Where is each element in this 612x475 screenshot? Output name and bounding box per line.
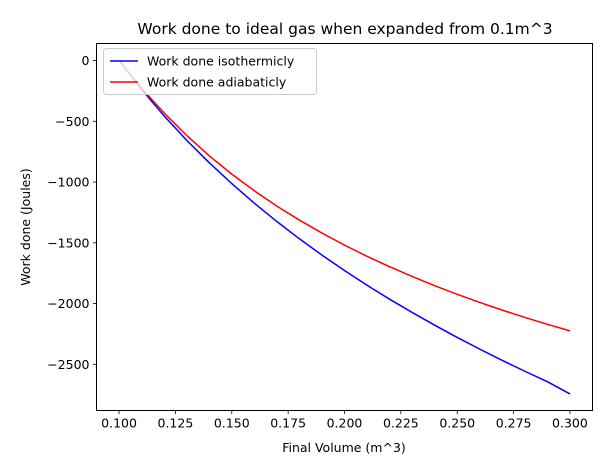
plot-lines <box>118 60 571 395</box>
x-tick-label: 0.250 <box>439 416 475 431</box>
legend: Work done isothermicly Work done adiabati… <box>103 48 317 95</box>
y-axis-label: Work done (Joules) <box>18 168 33 285</box>
x-tick-label: 0.125 <box>158 416 194 431</box>
y-tick-label: −1500 <box>47 235 89 250</box>
series-line-1 <box>118 60 571 332</box>
y-tick-label: −2500 <box>47 357 89 372</box>
legend-label-0: Work done isothermicly <box>147 54 295 69</box>
y-tick-label: −1000 <box>47 175 89 190</box>
x-tick-label: 0.100 <box>101 416 137 431</box>
x-tick-label: 0.225 <box>383 416 419 431</box>
legend-box <box>103 48 317 95</box>
x-axis: 0.100 0.125 0.150 0.175 0.200 0.225 0.250 0.275… <box>101 410 588 431</box>
chart-title: Work done to ideal gas when expanded fro… <box>137 20 552 38</box>
x-tick-label: 0.150 <box>214 416 250 431</box>
y-tick-label: −500 <box>55 114 89 129</box>
x-tick-label: 0.300 <box>552 416 588 431</box>
x-tick-label: 0.275 <box>496 416 532 431</box>
y-axis: 0 −500 −1000 −1500 −2000 −2500 <box>47 53 97 372</box>
x-axis-label: Final Volume (m^3) <box>282 440 406 455</box>
y-tick-label: −2000 <box>47 296 89 311</box>
x-tick-label: 0.175 <box>270 416 306 431</box>
legend-label-1: Work done adiabaticly <box>147 75 287 90</box>
y-tick-label: 0 <box>82 53 90 68</box>
series-line-0 <box>118 60 571 395</box>
x-tick-label: 0.200 <box>327 416 363 431</box>
